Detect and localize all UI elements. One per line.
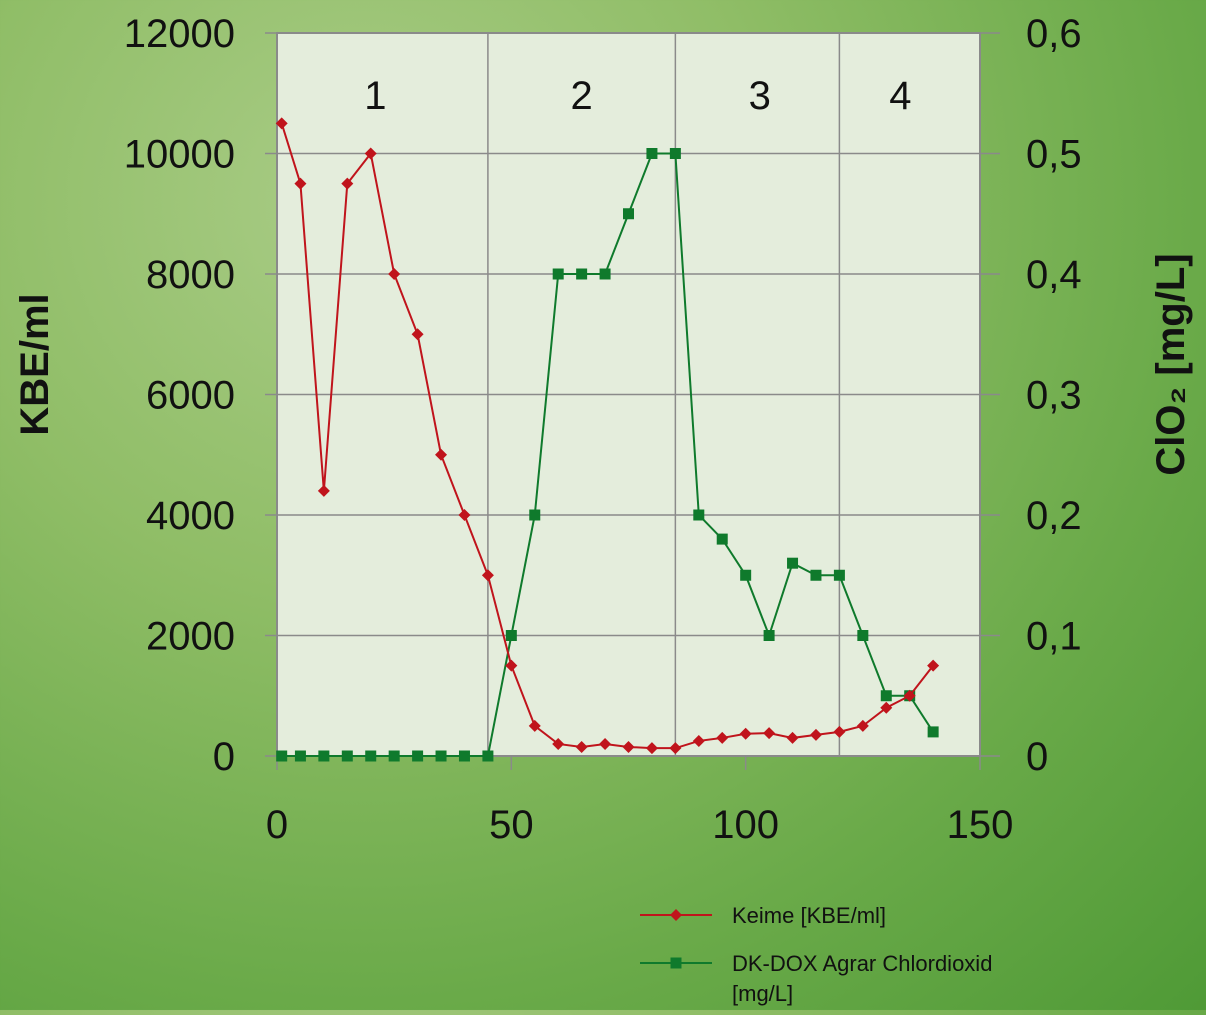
- data-point: [856, 719, 869, 732]
- data-point: [411, 328, 424, 341]
- data-point: [599, 737, 612, 750]
- data-point: [364, 147, 377, 160]
- data-point: [927, 659, 940, 672]
- data-point: [692, 734, 705, 747]
- phase-region-label: 2: [571, 74, 593, 118]
- legend-label: DK-DOX Agrar Chlordioxid: [732, 951, 992, 976]
- series-chlordioxid: [276, 148, 939, 762]
- y-axis-title: KBE/ml: [13, 293, 57, 435]
- data-point: [575, 740, 588, 753]
- data-point: [693, 509, 705, 521]
- data-point: [669, 742, 682, 755]
- data-point: [810, 569, 822, 581]
- data-point: [669, 148, 681, 159]
- data-point: [740, 569, 752, 581]
- data-point: [505, 659, 518, 672]
- y-axis-tick-label: 6000: [146, 374, 235, 418]
- y-axis-tick-label: 0: [213, 735, 235, 779]
- y-axis-tick-label: 4000: [146, 494, 235, 538]
- y2-axis-tick-label: 0,3: [1026, 374, 1082, 418]
- data-point: [645, 742, 658, 755]
- data-point: [365, 750, 377, 762]
- data-point: [481, 569, 494, 582]
- data-point: [529, 509, 541, 521]
- y2-axis-tick-label: 0,6: [1026, 12, 1082, 56]
- data-point: [646, 148, 658, 159]
- x-axis-tick-label: 100: [712, 803, 779, 847]
- data-point: [809, 728, 822, 741]
- y-axis-tick-label: 8000: [146, 253, 235, 297]
- data-point: [458, 509, 471, 521]
- data-point: [552, 268, 564, 280]
- data-point: [927, 726, 939, 738]
- data-point: [903, 689, 916, 702]
- y2-axis-tick-label: 0,4: [1026, 253, 1082, 297]
- phase-region-label: 3: [749, 74, 771, 118]
- data-point: [599, 268, 611, 280]
- data-point: [763, 727, 776, 740]
- data-point: [412, 750, 424, 762]
- y2-axis-tick-label: 0: [1026, 735, 1048, 779]
- phase-region-label: 1: [364, 74, 386, 118]
- data-point: [716, 533, 728, 545]
- x-axis-tick-label: 50: [489, 803, 534, 847]
- axes: [265, 32, 1000, 770]
- legend-label: [mg/L]: [732, 981, 793, 1006]
- y2-axis-tick-label: 0,2: [1026, 494, 1082, 538]
- data-point: [880, 701, 893, 714]
- legend-marker: [670, 957, 682, 969]
- data-point: [458, 750, 470, 762]
- data-point: [763, 630, 775, 641]
- data-point: [576, 268, 588, 280]
- series: [275, 117, 940, 762]
- data-point: [318, 750, 330, 762]
- y-axis-tick-label: 2000: [146, 615, 235, 659]
- y2-axis-tick-label: 0,1: [1026, 615, 1082, 659]
- data-point: [294, 177, 307, 190]
- data-point: [739, 727, 752, 740]
- y2-axis-tick-label: 0,5: [1026, 133, 1082, 177]
- data-point: [716, 731, 729, 744]
- data-point: [833, 569, 845, 581]
- data-point: [275, 117, 288, 130]
- data-point: [276, 750, 288, 762]
- legend-label: Keime [KBE/ml]: [732, 903, 886, 928]
- y2-axis-title: ClO₂ [mg/L]: [1149, 253, 1193, 475]
- data-point: [622, 740, 635, 753]
- legend-marker: [670, 909, 682, 921]
- data-point: [341, 750, 353, 762]
- data-point: [787, 557, 799, 569]
- data-point: [294, 750, 306, 762]
- y-axis-tick-label: 12000: [124, 12, 235, 56]
- data-point: [388, 268, 401, 280]
- data-point: [505, 630, 517, 641]
- data-point: [857, 630, 869, 641]
- data-point: [482, 750, 494, 762]
- data-point: [880, 690, 892, 702]
- x-axis-tick-label: 0: [266, 803, 288, 847]
- data-point: [435, 448, 448, 461]
- data-point: [317, 484, 330, 497]
- data-point: [435, 750, 447, 762]
- labels: 0 2000 4000 6000 8000 10000 12000 0 0,1 0,2 0,3 0,4…: [13, 12, 1193, 847]
- series-keime: [275, 117, 940, 755]
- data-point: [528, 719, 541, 732]
- data-point: [552, 737, 565, 750]
- data-point: [833, 725, 846, 738]
- y-axis-tick-label: 10000: [124, 133, 235, 177]
- data-point: [341, 177, 354, 190]
- data-point: [786, 731, 799, 744]
- data-point: [623, 208, 634, 220]
- data-point: [388, 750, 400, 762]
- phase-region-label: 4: [889, 74, 911, 118]
- x-axis-tick-label: 150: [947, 803, 1014, 847]
- legend: Keime [KBE/ml] DK-DOX Agrar Chlordioxid [m…: [640, 903, 992, 1006]
